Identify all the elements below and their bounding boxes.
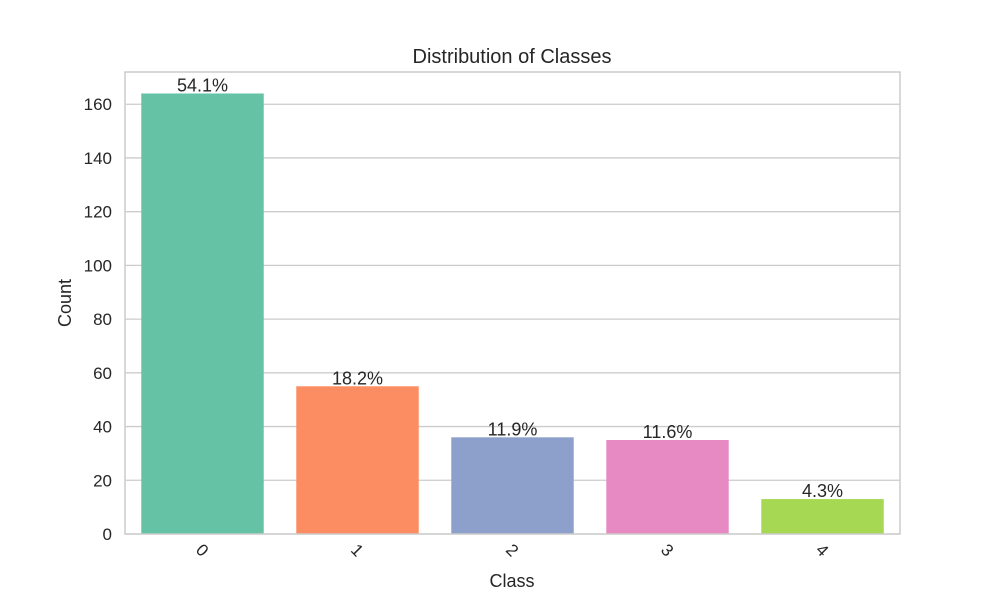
bar-class-2: [451, 437, 574, 534]
bar-class-3: [606, 439, 729, 534]
x-tick-label: 3: [657, 540, 677, 560]
y-tick-label: 80: [93, 310, 112, 329]
y-tick-label: 0: [103, 525, 112, 544]
y-tick-label: 140: [84, 149, 112, 168]
y-axis-label: Count: [55, 279, 75, 327]
x-tick-label: 0: [192, 540, 212, 560]
x-tick-labels: 0 1 2 3 4: [192, 540, 832, 560]
y-tick-label: 40: [93, 418, 112, 437]
y-tick-label: 100: [84, 256, 112, 275]
bar-data-label: 4.3%: [802, 481, 843, 501]
y-tick-label: 60: [93, 364, 112, 383]
bar-data-label: 54.1%: [177, 75, 228, 95]
x-axis-label: Class: [489, 571, 534, 591]
bar-class-1: [296, 386, 419, 534]
plot-frame: [124, 71, 901, 535]
bar-data-label: 11.9%: [488, 419, 538, 439]
bar-class-0: [141, 93, 264, 534]
x-tick-label: 4: [812, 540, 832, 560]
bar-data-label: 11.6%: [643, 422, 693, 442]
y-tick-label: 20: [93, 471, 112, 490]
bars: [141, 93, 884, 534]
data-labels: 54.1% 18.2% 11.9% 11.6% 4.3%: [177, 75, 843, 501]
bar-class-4: [761, 499, 884, 534]
bar-data-label: 18.2%: [332, 368, 383, 388]
y-tick-label: 160: [84, 95, 112, 114]
x-tick-label: 2: [502, 540, 522, 560]
chart-title: Distribution of Classes: [413, 46, 612, 68]
y-tick-labels: 0 20 40 60 80 100 120 140 160: [84, 95, 112, 544]
x-tick-label: 1: [347, 540, 367, 560]
y-tick-label: 120: [84, 203, 112, 222]
